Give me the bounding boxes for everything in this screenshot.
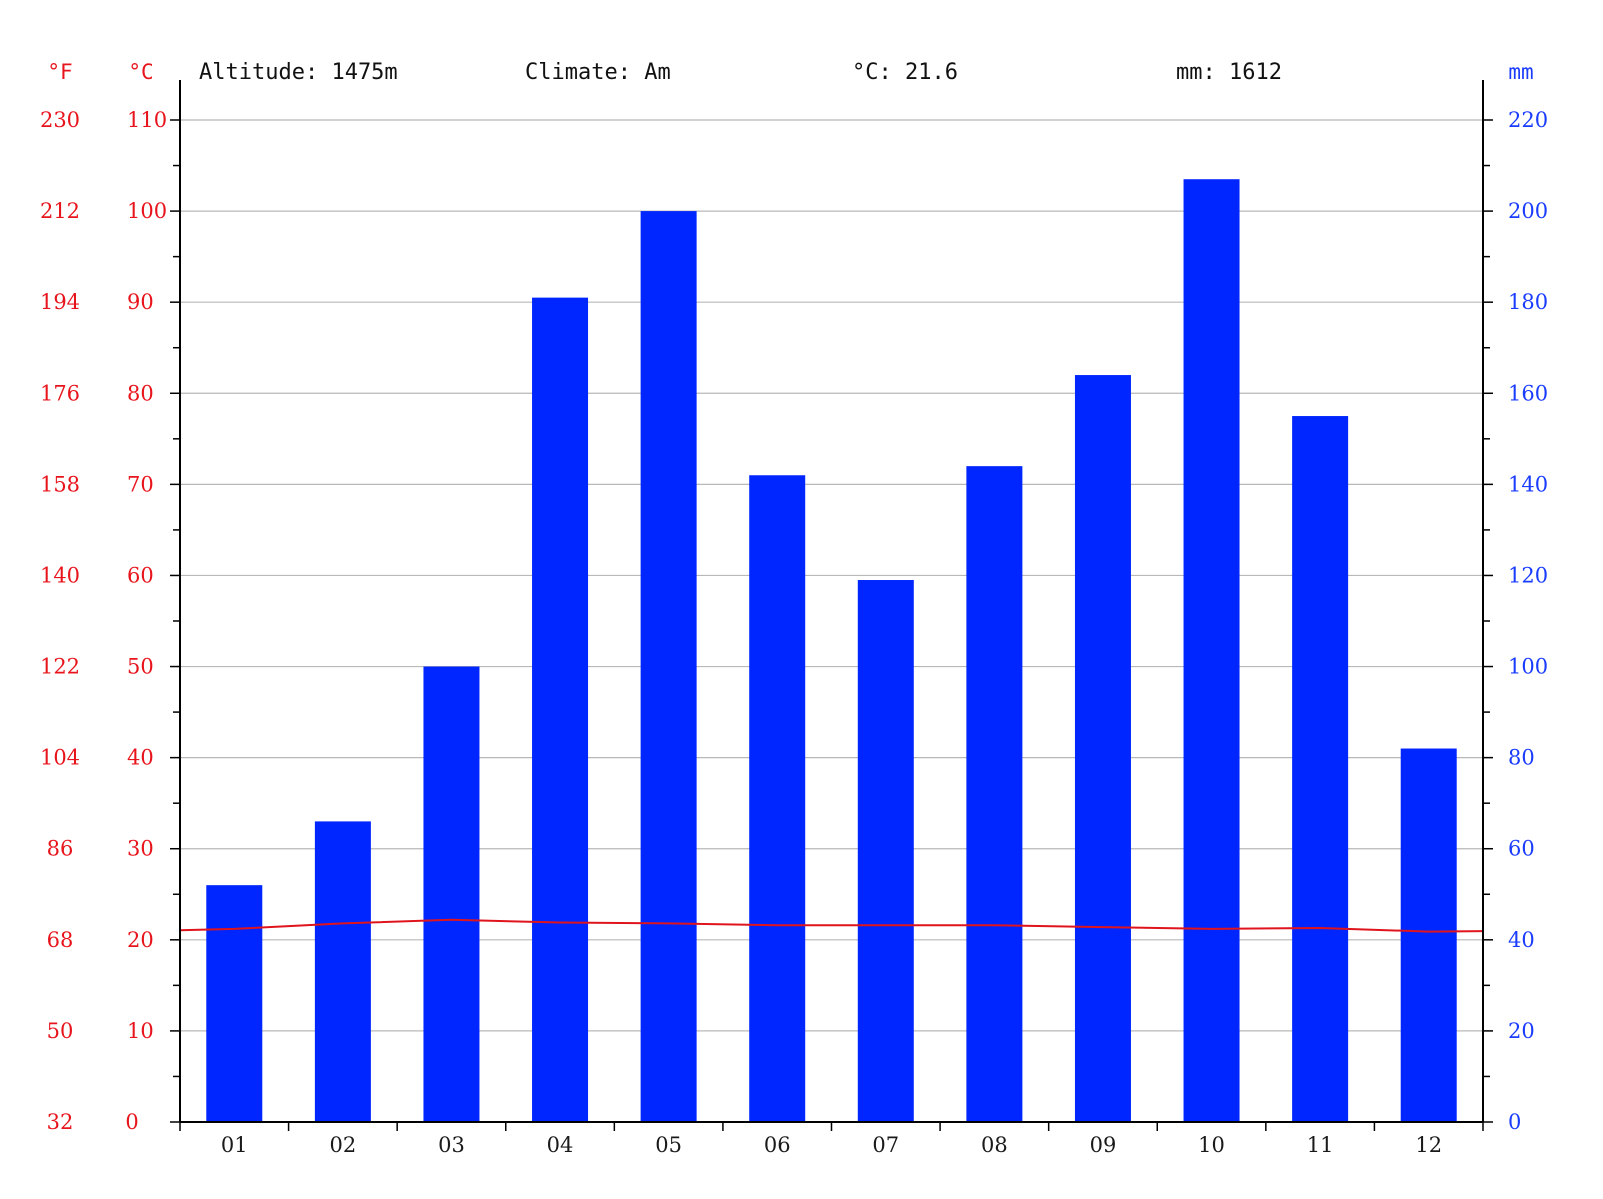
mm-tick-label: 100 [1508, 655, 1548, 679]
month-label: 01 [221, 1133, 248, 1157]
fahrenheit-tick-label: 230 [40, 108, 80, 132]
celsius-tick-label: 70 [127, 472, 154, 496]
month-label: 08 [981, 1133, 1008, 1157]
mm-tick-label: 40 [1508, 928, 1535, 952]
mm-tick-label: 200 [1508, 199, 1548, 223]
month-label: 11 [1307, 1133, 1334, 1157]
precipitation-bars [206, 179, 1457, 1123]
month-label: 03 [438, 1133, 465, 1157]
celsius-unit-label: °C [128, 60, 153, 84]
month-label: 05 [655, 1133, 682, 1157]
mm-tick-label: 0 [1508, 1110, 1521, 1134]
precipitation-bar-11 [1292, 416, 1349, 1123]
altitude-label: Altitude: 1475m [199, 60, 398, 85]
month-label: 04 [547, 1133, 574, 1157]
precipitation-bar-05 [640, 211, 697, 1122]
fahrenheit-tick-label: 176 [40, 381, 80, 405]
mm-tick-label: 220 [1508, 108, 1548, 132]
celsius-tick-label: 10 [127, 1019, 154, 1043]
precipitation-bar-02 [314, 821, 371, 1122]
fahrenheit-unit-label: °F [47, 60, 72, 84]
fahrenheit-tick-label: 122 [40, 655, 80, 679]
celsius-tick-label: 80 [127, 381, 154, 405]
month-label: 06 [764, 1133, 791, 1157]
fahrenheit-tick-label: 86 [47, 837, 74, 861]
celsius-tick-label: 30 [127, 837, 154, 861]
fahrenheit-tick-label: 50 [47, 1019, 74, 1043]
month-label: 12 [1415, 1133, 1442, 1157]
celsius-tick-label: 50 [127, 655, 154, 679]
mm-tick-label: 20 [1508, 1019, 1535, 1043]
mm-unit-label: mm [1508, 60, 1533, 84]
month-label: 02 [330, 1133, 357, 1157]
mm-tick-label: 120 [1508, 563, 1548, 587]
mm-tick-label: 60 [1508, 837, 1535, 861]
month-label: 09 [1090, 1133, 1117, 1157]
axis-unit-labels: °F °C mm [47, 60, 1533, 84]
mm-tick-label: 80 [1508, 746, 1535, 770]
climate-label: Climate: Am [525, 60, 671, 85]
month-label: 10 [1198, 1133, 1225, 1157]
celsius-tick-label: 40 [127, 746, 154, 770]
grid-lines [180, 119, 1483, 1032]
fahrenheit-tick-label: 104 [40, 746, 80, 770]
header: Altitude: 1475m Climate: Am °C: 21.6 mm:… [199, 60, 1282, 85]
temperature-line-group [179, 918, 1484, 933]
fahrenheit-tick-label: 194 [40, 290, 80, 314]
celsius-tick-label: 90 [127, 290, 154, 314]
fahrenheit-tick-label: 32 [47, 1110, 74, 1134]
precipitation-bar-07 [857, 580, 914, 1122]
mm-tick-label: 180 [1508, 290, 1548, 314]
month-label: 07 [872, 1133, 899, 1157]
fahrenheit-tick-label: 140 [40, 563, 80, 587]
fahrenheit-tick-label: 158 [40, 472, 80, 496]
mm-tick-label: 140 [1508, 472, 1548, 496]
celsius-tick-label: 0 [125, 1110, 138, 1134]
fahrenheit-tick-label: 68 [47, 928, 74, 952]
celsius-tick-label: 60 [127, 563, 154, 587]
mean-temperature-label: °C: 21.6 [852, 60, 958, 85]
precipitation-bar-06 [749, 475, 806, 1123]
precipitation-bar-08 [966, 466, 1023, 1122]
precipitation-bar-10 [1183, 179, 1240, 1122]
celsius-tick-label: 100 [127, 199, 167, 223]
fahrenheit-tick-label: 212 [40, 199, 80, 223]
annual-precipitation-label: mm: 1612 [1176, 60, 1282, 85]
precipitation-bar-12 [1400, 748, 1457, 1122]
precipitation-bar-04 [532, 297, 589, 1122]
precipitation-bar-03 [423, 666, 480, 1122]
temperature-line [179, 918, 1484, 933]
celsius-tick-label: 20 [127, 928, 154, 952]
precipitation-bar-09 [1074, 375, 1131, 1122]
axes [170, 80, 1493, 1131]
celsius-tick-label: 110 [127, 108, 167, 132]
mm-tick-label: 160 [1508, 381, 1548, 405]
precipitation-bar-01 [206, 885, 263, 1122]
